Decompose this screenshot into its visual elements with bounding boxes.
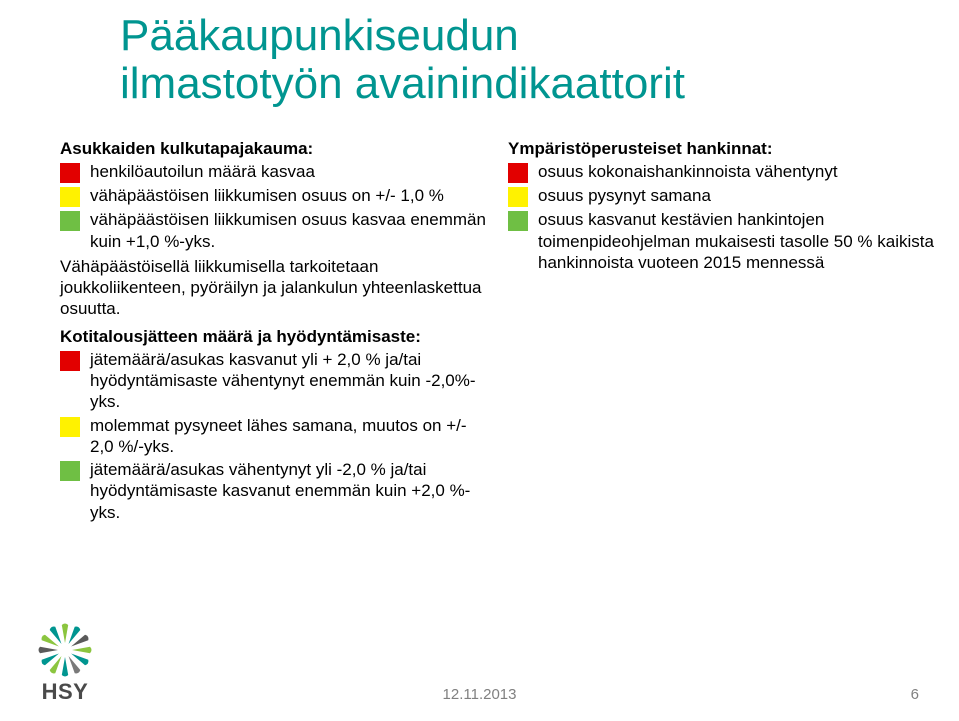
swatch-red — [60, 351, 80, 371]
swatch-yellow — [60, 187, 80, 207]
swatch-red — [508, 163, 528, 183]
legend-text: osuus kokonaishankinnoista vähentynyt — [538, 161, 939, 182]
swatch-green — [60, 461, 80, 481]
legend-text: vähäpäästöisen liikkumisen osuus on +/- … — [90, 185, 490, 206]
left-column: Asukkaiden kulkutapajakauma: henkilöauto… — [60, 138, 490, 525]
legend-text: osuus kasvanut kestävien hankintojen toi… — [538, 209, 939, 273]
legend-text: osuus pysynyt samana — [538, 185, 939, 206]
footer-date: 12.11.2013 — [0, 686, 959, 703]
legend-item: jätemäärä/asukas kasvanut yli + 2,0 % ja… — [60, 349, 490, 413]
legend-text: molemmat pysyneet lähes samana, muutos o… — [90, 415, 490, 458]
left-section1-heading: Asukkaiden kulkutapajakauma: — [60, 138, 490, 159]
swatch-yellow — [60, 417, 80, 437]
legend-text: henkilöautoilun määrä kasvaa — [90, 161, 490, 182]
legend-item: osuus kasvanut kestävien hankintojen toi… — [508, 209, 939, 273]
sunburst-icon — [38, 623, 92, 677]
legend-item: osuus kokonaishankinnoista vähentynyt — [508, 161, 939, 183]
content-columns: Asukkaiden kulkutapajakauma: henkilöauto… — [60, 138, 939, 525]
footer-page-number: 6 — [911, 686, 919, 703]
swatch-green — [508, 211, 528, 231]
legend-item: osuus pysynyt samana — [508, 185, 939, 207]
legend-item: molemmat pysyneet lähes samana, muutos o… — [60, 415, 490, 458]
swatch-green — [60, 211, 80, 231]
left-section1-note: Vähäpäästöisellä liikkumisella tarkoitet… — [60, 256, 490, 320]
legend-item: henkilöautoilun määrä kasvaa — [60, 161, 490, 183]
legend-item: vähäpäästöisen liikkumisen osuus on +/- … — [60, 185, 490, 207]
swatch-red — [60, 163, 80, 183]
legend-text: jätemäärä/asukas kasvanut yli + 2,0 % ja… — [90, 349, 490, 413]
title-line-2: ilmastotyön avainindikaattorit — [120, 59, 685, 108]
legend-item: vähäpäästöisen liikkumisen osuus kasvaa … — [60, 209, 490, 252]
legend-text: jätemäärä/asukas vähentynyt yli -2,0 % j… — [90, 459, 490, 523]
slide-title: Pääkaupunkiseudun ilmastotyön avainindik… — [120, 12, 919, 109]
swatch-yellow — [508, 187, 528, 207]
legend-text: vähäpäästöisen liikkumisen osuus kasvaa … — [90, 209, 490, 252]
legend-item: jätemäärä/asukas vähentynyt yli -2,0 % j… — [60, 459, 490, 523]
right-column: Ympäristöperusteiset hankinnat: osuus ko… — [508, 138, 939, 525]
left-section2-heading: Kotitalousjätteen määrä ja hyödyntämisas… — [60, 326, 490, 347]
title-line-1: Pääkaupunkiseudun — [120, 11, 519, 60]
slide: Pääkaupunkiseudun ilmastotyön avainindik… — [0, 0, 959, 721]
right-section1-heading: Ympäristöperusteiset hankinnat: — [508, 138, 939, 159]
